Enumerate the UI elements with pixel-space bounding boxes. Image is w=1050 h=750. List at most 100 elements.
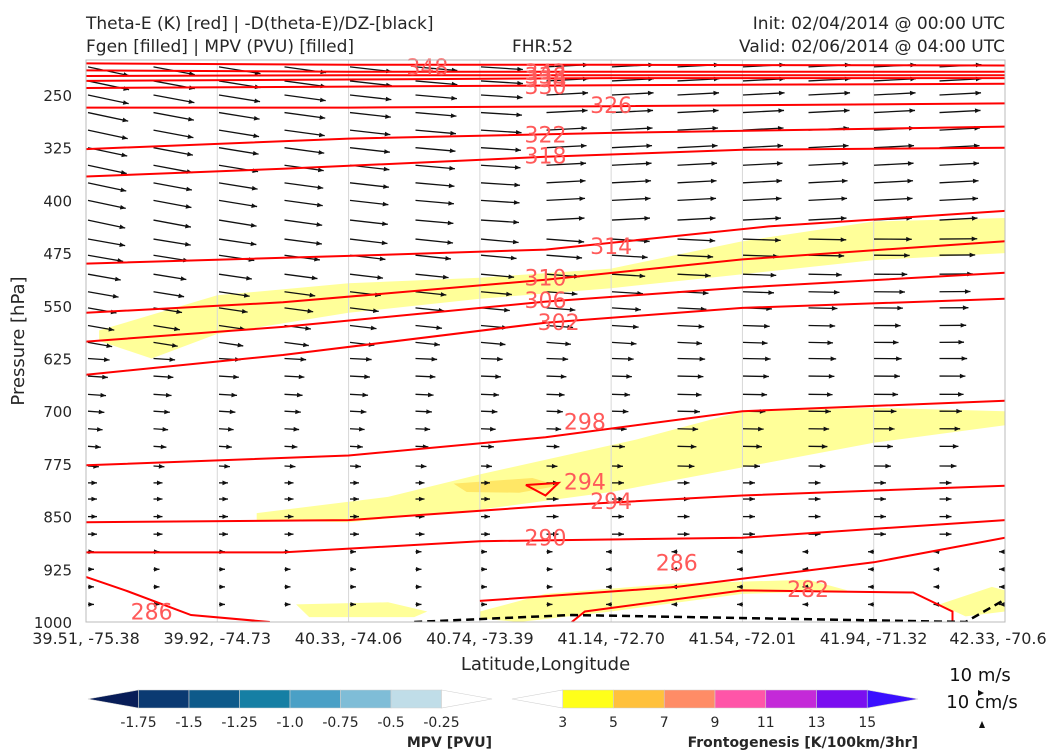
wind-vector bbox=[349, 94, 392, 101]
wind-vector bbox=[218, 147, 259, 155]
wind-vector-head bbox=[121, 152, 128, 158]
wind-vector-head bbox=[552, 514, 559, 519]
wind-vector-head bbox=[98, 409, 105, 415]
wind-vector-head bbox=[880, 496, 886, 502]
wind-vector-head bbox=[894, 373, 900, 379]
wind-vector-head bbox=[906, 236, 912, 242]
wind-vector-head bbox=[514, 165, 521, 170]
wind-vector bbox=[153, 164, 193, 174]
wind-vector-head bbox=[671, 549, 678, 555]
wind-vector-head bbox=[319, 115, 326, 120]
wind-vector-head bbox=[560, 374, 567, 379]
wind-vector-head bbox=[156, 480, 163, 486]
wind-vector-head bbox=[180, 276, 187, 281]
wind-vector-head bbox=[484, 514, 490, 519]
wind-vector-head bbox=[892, 340, 899, 345]
wind-vector-head bbox=[353, 514, 359, 519]
wind-vector-head bbox=[831, 306, 838, 311]
wind-vector-head bbox=[802, 602, 809, 607]
wind-vector-head bbox=[707, 254, 714, 260]
wind-vector-head bbox=[699, 356, 706, 362]
wind-vector-head bbox=[481, 549, 487, 555]
wind-vector-head bbox=[153, 566, 160, 572]
mpv-colorbar-segment bbox=[87, 689, 139, 709]
wind-vector-head bbox=[702, 290, 709, 296]
wind-vector-head bbox=[165, 392, 172, 398]
wind-vector-head bbox=[606, 566, 612, 572]
wind-vector-head bbox=[384, 149, 390, 154]
wind-vector-head bbox=[379, 256, 386, 262]
contour-label: 318 bbox=[525, 144, 567, 169]
wind-vector-head bbox=[415, 602, 422, 607]
wind-vector-head bbox=[618, 531, 624, 537]
wind-vector-head bbox=[160, 444, 167, 450]
wind-vector-head bbox=[895, 323, 901, 328]
wind-vector-head bbox=[962, 305, 969, 311]
wind-vector-head bbox=[956, 408, 962, 414]
wind-vector-head bbox=[298, 374, 305, 380]
contour-label: 306 bbox=[525, 289, 567, 314]
mpv-colorbar-segment bbox=[188, 689, 240, 709]
wind-vector bbox=[349, 199, 389, 206]
wind-vector-head bbox=[647, 90, 654, 96]
wind-vector-head bbox=[91, 480, 97, 486]
frontogenesis-region bbox=[256, 407, 1005, 523]
wind-vector bbox=[415, 147, 456, 152]
wind-vector-head bbox=[698, 324, 705, 329]
wind-vector-head bbox=[415, 566, 422, 572]
wind-vector-head bbox=[639, 273, 646, 279]
wind-vector-head bbox=[569, 307, 576, 313]
wind-vector bbox=[415, 164, 456, 170]
wind-vector-head bbox=[758, 426, 764, 432]
wind-vector-head bbox=[562, 356, 569, 362]
contour-label: 294 bbox=[564, 470, 606, 495]
wind-vector-head bbox=[185, 204, 192, 209]
contour-label: 326 bbox=[590, 94, 632, 119]
wind-vector bbox=[87, 238, 126, 247]
wind-vector-head bbox=[350, 566, 356, 572]
wind-vector bbox=[284, 94, 326, 102]
wind-vector-head bbox=[705, 273, 711, 278]
theta-e-contour bbox=[86, 576, 270, 622]
wind-vector bbox=[742, 217, 782, 221]
wind-vector-head bbox=[448, 200, 454, 206]
wind-vector-head bbox=[222, 531, 228, 537]
wind-vector-head bbox=[252, 150, 259, 156]
y-tick-label: 700 bbox=[43, 403, 72, 421]
wind-vector-head bbox=[91, 531, 97, 537]
fgen-colorbar-segment bbox=[765, 689, 817, 709]
wind-vector bbox=[87, 182, 127, 192]
wind-vector-head bbox=[316, 222, 323, 227]
wind-vector-head bbox=[868, 584, 874, 590]
wind-vector bbox=[218, 182, 258, 190]
wind-vector-head bbox=[690, 444, 697, 449]
wind-vector-head bbox=[763, 374, 769, 379]
wind-vector-head bbox=[579, 178, 586, 184]
wind-vector bbox=[87, 94, 129, 105]
wind-vector-head bbox=[972, 178, 979, 184]
wind-vector-head bbox=[114, 276, 121, 282]
y-tick-label: 625 bbox=[43, 351, 72, 369]
wind-vector bbox=[349, 80, 392, 87]
wind-vector-head bbox=[737, 566, 743, 572]
y-tick-label: 250 bbox=[43, 87, 72, 105]
wind-vector bbox=[873, 109, 916, 114]
wind-vector-head bbox=[251, 185, 258, 191]
wind-vector bbox=[742, 273, 777, 276]
wind-vector-head bbox=[287, 496, 294, 502]
dashed-contour bbox=[414, 598, 1005, 622]
fgen-colorbar-tick-label: 9 bbox=[711, 715, 720, 731]
wind-vector bbox=[546, 162, 587, 166]
wind-vector bbox=[349, 66, 392, 73]
wind-vector-head bbox=[251, 203, 258, 208]
wind-vector bbox=[546, 180, 586, 184]
wind-vector-head bbox=[887, 444, 893, 449]
wind-vector-head bbox=[418, 496, 425, 502]
wind-vector bbox=[480, 94, 523, 99]
wind-vector-head bbox=[959, 373, 966, 379]
wind-vector-head bbox=[350, 584, 356, 590]
wind-vector-head bbox=[158, 464, 165, 469]
wind-vector-head bbox=[418, 531, 425, 537]
wind-vector-head bbox=[630, 341, 637, 346]
